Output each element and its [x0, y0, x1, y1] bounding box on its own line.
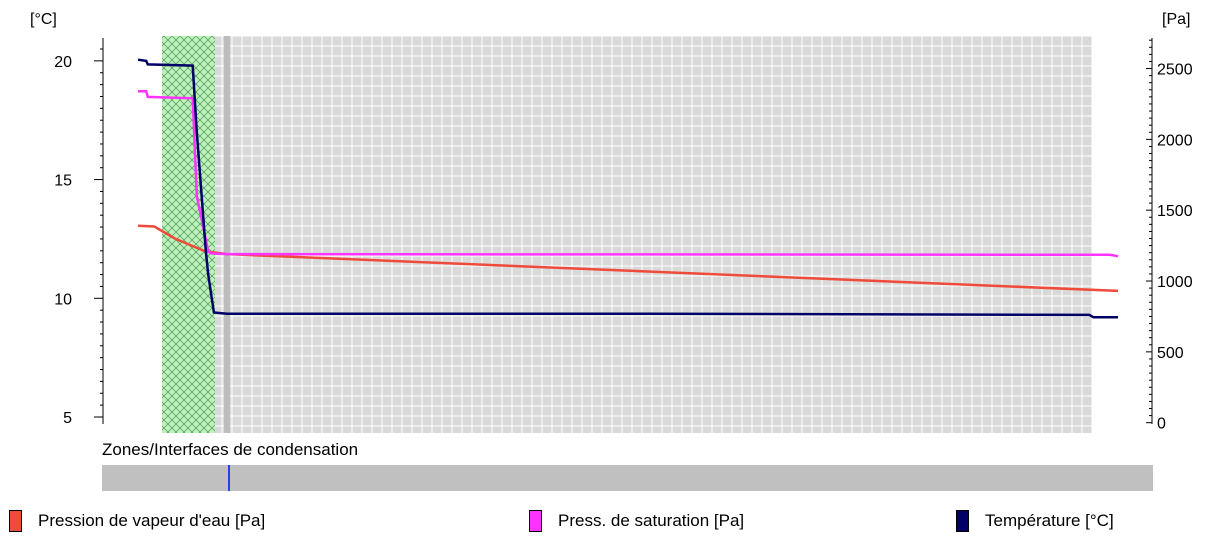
legend-swatch-temperature: [956, 510, 969, 532]
grid: [161, 35, 1093, 433]
left-tick-label: 5: [63, 410, 72, 427]
layer-boundary: [224, 36, 230, 433]
left-axis-unit: [°C]: [30, 11, 57, 28]
right-axis: 2500 2000 1500 1000 500 0: [1146, 38, 1193, 433]
temperature-line: [137, 58, 1118, 319]
condensation-interface-marker: [228, 465, 230, 491]
legend-swatch-saturation-pressure: [529, 510, 542, 532]
plot-background: [162, 36, 1092, 433]
right-tick-label: 1500: [1157, 203, 1193, 220]
legend-label-temperature: Température [°C]: [985, 511, 1114, 530]
right-tick-label: 2000: [1157, 132, 1193, 149]
vapor-pressure-line: [137, 224, 1119, 293]
right-axis-unit: [Pa]: [1162, 11, 1190, 28]
chart-area: 20 15 10 5 2500 2000 1500 1000 500 0 [°C] [Pa]: [30, 11, 1193, 433]
left-tick-label: 10: [54, 291, 72, 308]
right-tick-label: 500: [1157, 345, 1184, 362]
left-tick-label: 20: [54, 54, 72, 71]
condensation-zones-label: Zones/Interfaces de condensation: [102, 440, 359, 459]
hatched-layer: [162, 36, 215, 433]
right-tick-label: 2500: [1157, 62, 1193, 79]
legend-label-saturation-pressure: Press. de saturation [Pa]: [558, 511, 745, 530]
right-tick-label: 1000: [1157, 274, 1193, 291]
left-tick-label: 15: [54, 173, 72, 190]
series-group: [137, 58, 1119, 319]
condensation-zones-bar: [102, 465, 1153, 491]
legend-swatch-vapor-pressure: [9, 510, 22, 532]
legend-item-temperature: Température [°C]: [956, 509, 1114, 533]
left-axis: 20 15 10 5: [54, 38, 104, 427]
legend-item-vapor-pressure: Pression de vapeur d'eau [Pa]: [9, 509, 265, 533]
legend-label-vapor-pressure: Pression de vapeur d'eau [Pa]: [38, 511, 266, 530]
right-tick-label: 0: [1157, 416, 1166, 433]
legend-item-saturation-pressure: Press. de saturation [Pa]: [529, 509, 744, 533]
